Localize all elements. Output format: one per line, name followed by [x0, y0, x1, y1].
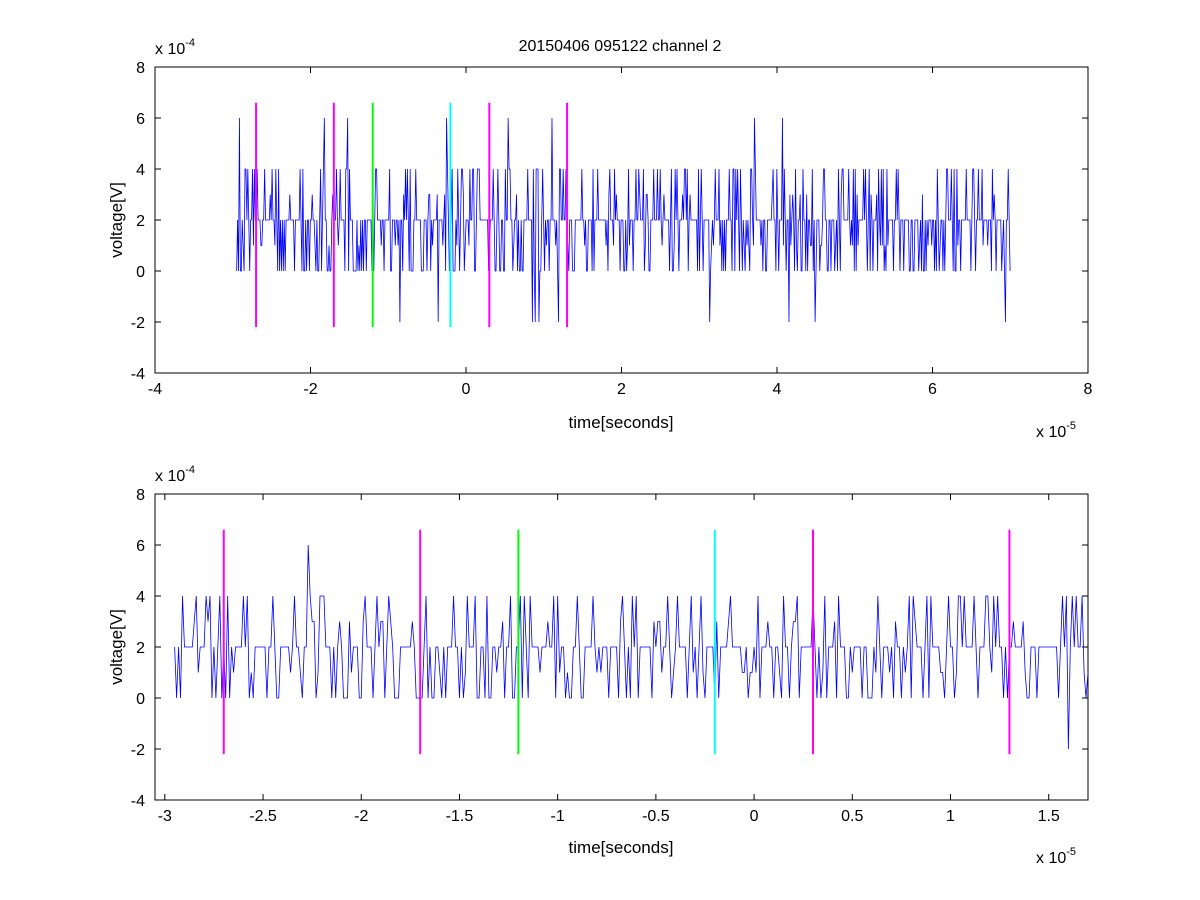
top-y-exponent-power: -4 — [185, 37, 195, 49]
top-xlabel: time[seconds] — [569, 413, 674, 432]
bottom-xlabel: time[seconds] — [569, 838, 674, 857]
y-tick-label: 0 — [136, 691, 145, 708]
bottom-ylabel: voltage[V] — [107, 609, 126, 685]
top-markers — [255, 102, 569, 328]
x-tick-label: 1 — [946, 808, 955, 825]
top-ylabel: voltage[V] — [107, 182, 126, 258]
y-tick-label: -2 — [131, 742, 145, 759]
bottom-y-exponent-base: x 10 — [155, 468, 185, 485]
y-tick-label: 4 — [136, 162, 145, 179]
y-tick-label: 2 — [136, 640, 145, 657]
y-tick-label: 2 — [136, 213, 145, 230]
top-axes: -4 -2 0 2 4 6 8 -4 -2 0 2 4 6 8 time[seconds] voltage… — [107, 37, 1093, 441]
x-tick-label: 0.5 — [841, 808, 863, 825]
x-tick-label: 6 — [928, 381, 937, 398]
x-tick-label: 8 — [1084, 381, 1093, 398]
top-ticks: -4 -2 0 2 4 6 8 -4 -2 0 2 4 6 8 — [131, 60, 1093, 398]
figure-title: 20150406 095122 channel 2 — [519, 38, 722, 55]
bottom-markers — [222, 529, 1011, 755]
x-tick-label: 2 — [617, 381, 626, 398]
bottom-x-exponent-base: x 10 — [1036, 850, 1066, 867]
x-tick-label: -1.5 — [446, 808, 474, 825]
top-series — [236, 117, 1011, 323]
voltage-trace — [174, 544, 1089, 750]
bottom-ticks: -3 -2.5 -2 -1.5 -1 -0.5 0 0.5 1 1.5 -4 -2 0 2 4 6 8 — [131, 487, 1088, 825]
bottom-x-exponent-power: -5 — [1066, 846, 1076, 858]
top-y-exponent: x 10-4 — [155, 37, 195, 58]
x-tick-label: 0 — [750, 808, 759, 825]
y-tick-label: -2 — [131, 315, 145, 332]
top-x-exponent-power: -5 — [1066, 420, 1076, 432]
y-tick-label: -4 — [131, 793, 145, 810]
y-tick-label: 6 — [136, 538, 145, 555]
y-tick-label: 8 — [136, 60, 145, 77]
top-y-exponent-base: x 10 — [155, 41, 185, 58]
bottom-y-exponent-power: -4 — [185, 464, 195, 476]
x-tick-label: -2 — [303, 381, 317, 398]
bottom-x-exponent: x 10-5 — [1036, 846, 1076, 867]
x-tick-label: -3 — [158, 808, 172, 825]
y-tick-label: 8 — [136, 487, 145, 504]
y-tick-label: -4 — [131, 366, 145, 383]
bottom-axes: -3 -2.5 -2 -1.5 -1 -0.5 0 0.5 1 1.5 -4 -2 0 2 4 6 8 time… — [107, 464, 1089, 867]
x-tick-label: -4 — [148, 381, 162, 398]
x-tick-label: 4 — [773, 381, 782, 398]
bottom-plot-frame — [154, 493, 1089, 801]
x-tick-label: -2 — [354, 808, 368, 825]
x-tick-label: 0 — [462, 381, 471, 398]
top-x-exponent-base: x 10 — [1036, 424, 1066, 441]
bottom-series — [174, 544, 1089, 750]
voltage-trace — [236, 117, 1011, 323]
bottom-y-exponent: x 10-4 — [155, 464, 195, 485]
x-tick-label: -1 — [551, 808, 565, 825]
x-tick-label: 1.5 — [1038, 808, 1060, 825]
x-tick-label: -2.5 — [249, 808, 277, 825]
x-tick-label: -0.5 — [642, 808, 670, 825]
y-tick-label: 4 — [136, 589, 145, 606]
y-tick-label: 0 — [136, 264, 145, 281]
top-x-exponent: x 10-5 — [1036, 420, 1076, 441]
y-tick-label: 6 — [136, 111, 145, 128]
